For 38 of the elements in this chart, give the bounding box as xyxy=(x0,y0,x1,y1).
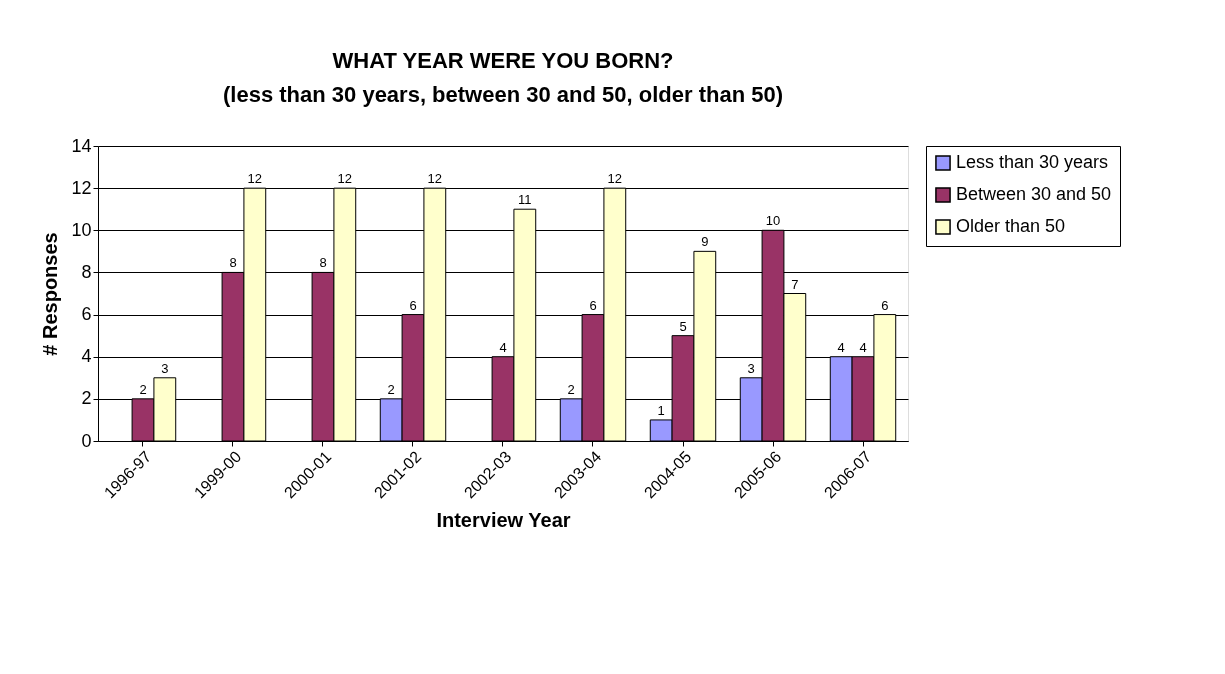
data-label: 6 xyxy=(589,297,597,313)
data-label: 11 xyxy=(518,192,532,208)
y-tick-label: 12 xyxy=(71,177,92,198)
legend-label: Between 30 and 50 xyxy=(956,184,1112,204)
data-label: 3 xyxy=(747,360,755,376)
y-axis-title: # Responses xyxy=(39,232,62,356)
chart-title: WHAT YEAR WERE YOU BORN? xyxy=(332,48,674,73)
data-label: 9 xyxy=(701,234,709,250)
data-label: 12 xyxy=(607,171,623,187)
legend-label: Older than 50 xyxy=(956,216,1066,236)
y-tick-label: 4 xyxy=(81,346,92,367)
y-tick-label: 14 xyxy=(71,135,92,156)
data-label: 12 xyxy=(427,171,443,187)
data-label: 5 xyxy=(679,318,687,334)
data-label: 3 xyxy=(161,360,169,376)
data-label: 8 xyxy=(229,255,237,271)
x-axis-title: Interview Year xyxy=(436,509,571,532)
data-label: 2 xyxy=(387,381,395,397)
data-label: 10 xyxy=(765,213,781,229)
data-label: 6 xyxy=(881,297,889,313)
data-label: 4 xyxy=(859,339,867,355)
y-tick-label: 10 xyxy=(71,219,92,240)
data-label: 8 xyxy=(319,255,327,271)
data-label: 12 xyxy=(337,171,353,187)
data-label: 12 xyxy=(247,171,263,187)
y-tick-label: 2 xyxy=(81,388,92,409)
y-tick-label: 6 xyxy=(81,304,92,325)
data-label: 2 xyxy=(139,381,147,397)
data-label: 4 xyxy=(499,339,507,355)
y-tick-label: 0 xyxy=(81,430,92,451)
data-label: 4 xyxy=(837,339,845,355)
data-label: 6 xyxy=(409,297,417,313)
chart-subtitle: (less than 30 years, between 30 and 50, older than 50) xyxy=(222,82,784,107)
data-label: 7 xyxy=(791,276,799,292)
legend-label: Less than 30 years xyxy=(956,152,1109,172)
data-label: 2 xyxy=(567,381,575,397)
data-label: 1 xyxy=(657,402,665,418)
y-tick-label: 8 xyxy=(81,261,92,282)
